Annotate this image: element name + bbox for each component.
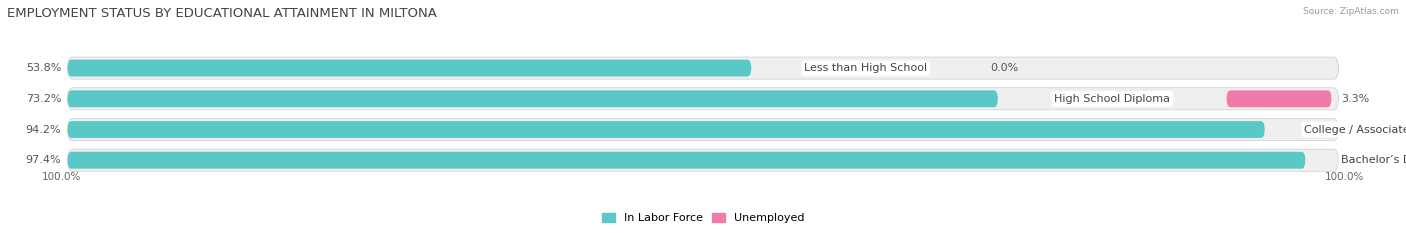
Text: 97.4%: 97.4% [25, 155, 62, 165]
FancyBboxPatch shape [67, 57, 1339, 79]
Text: EMPLOYMENT STATUS BY EDUCATIONAL ATTAINMENT IN MILTONA: EMPLOYMENT STATUS BY EDUCATIONAL ATTAINM… [7, 7, 437, 20]
Text: College / Associate Degree: College / Associate Degree [1305, 124, 1406, 134]
Text: Source: ZipAtlas.com: Source: ZipAtlas.com [1303, 7, 1399, 16]
FancyBboxPatch shape [67, 121, 1265, 138]
Text: 73.2%: 73.2% [25, 94, 62, 104]
FancyBboxPatch shape [67, 118, 1339, 140]
Text: Less than High School: Less than High School [804, 63, 927, 73]
Text: Bachelor’s Degree or higher: Bachelor’s Degree or higher [1341, 155, 1406, 165]
FancyBboxPatch shape [1226, 90, 1331, 107]
Text: 94.2%: 94.2% [25, 124, 62, 134]
FancyBboxPatch shape [67, 90, 998, 107]
FancyBboxPatch shape [67, 88, 1339, 110]
Text: High School Diploma: High School Diploma [1054, 94, 1170, 104]
Text: 100.0%: 100.0% [1324, 172, 1364, 182]
FancyBboxPatch shape [67, 152, 1305, 169]
Text: 53.8%: 53.8% [25, 63, 62, 73]
Text: 100.0%: 100.0% [42, 172, 82, 182]
Legend: In Labor Force, Unemployed: In Labor Force, Unemployed [598, 208, 808, 228]
FancyBboxPatch shape [67, 60, 751, 77]
Text: 0.0%: 0.0% [990, 63, 1018, 73]
FancyBboxPatch shape [67, 149, 1339, 171]
Text: 3.3%: 3.3% [1341, 94, 1369, 104]
